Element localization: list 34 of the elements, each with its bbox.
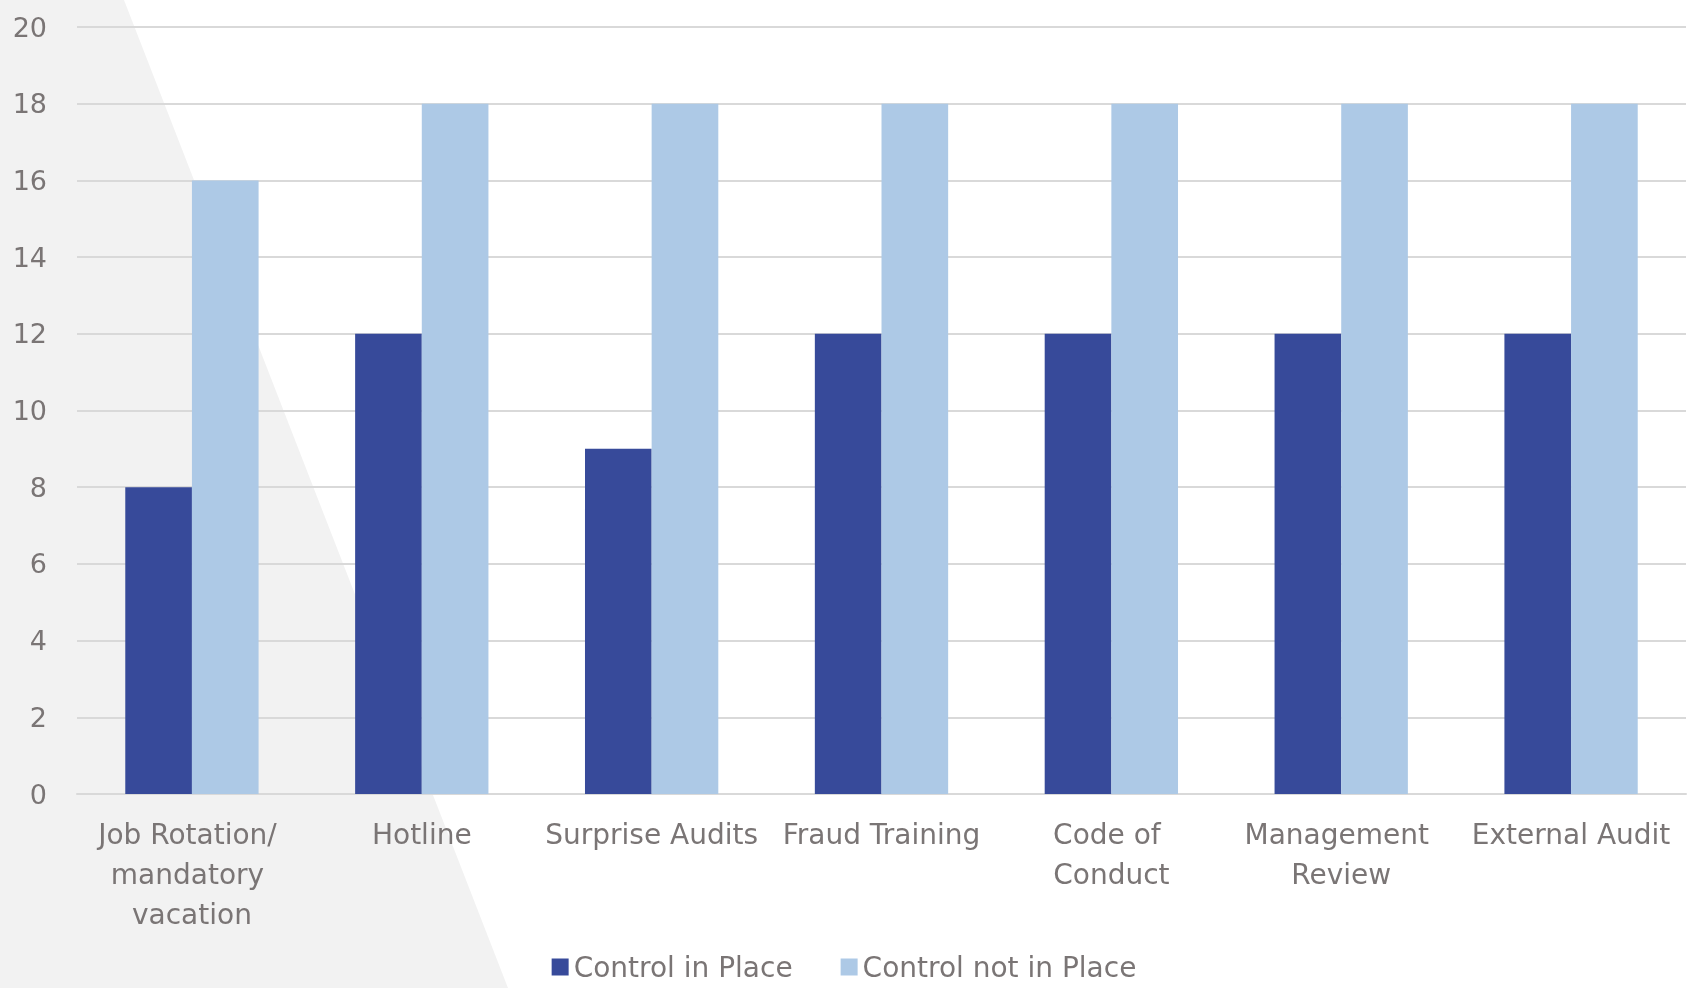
x-tick-label: Hotline: [371, 817, 472, 851]
bar: [1341, 103, 1408, 794]
x-tick-label: Fraud Training: [782, 817, 981, 851]
bar: [1274, 333, 1342, 794]
y-tick-label: 16: [12, 164, 47, 196]
bar: [1111, 103, 1179, 794]
bar: [355, 333, 422, 794]
bar: [881, 103, 949, 794]
x-tick-label: Job Rotation/ mandatory vacation: [96, 817, 286, 931]
bar: [1571, 103, 1638, 794]
legend-label: Control in Place: [573, 950, 793, 984]
x-tick-label: Management Review: [1244, 817, 1438, 891]
y-tick-label: 4: [29, 625, 47, 657]
bar: [651, 103, 719, 794]
bar: [1504, 333, 1572, 794]
x-tick-label: Surprise Audits: [545, 817, 759, 851]
bar: [814, 333, 882, 794]
y-tick-label: 14: [12, 241, 47, 273]
y-tick-label: 0: [29, 778, 47, 810]
bar: [191, 180, 259, 794]
y-tick-label: 20: [12, 11, 47, 43]
y-tick-label: 10: [12, 395, 47, 426]
x-tick-label: Code of Conduct: [1053, 817, 1170, 891]
bar: [421, 103, 489, 794]
y-tick-label: 12: [12, 318, 47, 350]
bar: [584, 448, 652, 794]
y-tick-label: 8: [29, 471, 47, 503]
bar: [125, 487, 192, 794]
y-tick-label: 18: [12, 88, 47, 120]
legend-label: Control not in Place: [862, 950, 1137, 984]
bar: [1044, 333, 1112, 794]
y-tick-label: 6: [29, 548, 47, 580]
x-tick-label: External Audit: [1471, 817, 1671, 851]
y-tick-label: 2: [29, 701, 47, 733]
